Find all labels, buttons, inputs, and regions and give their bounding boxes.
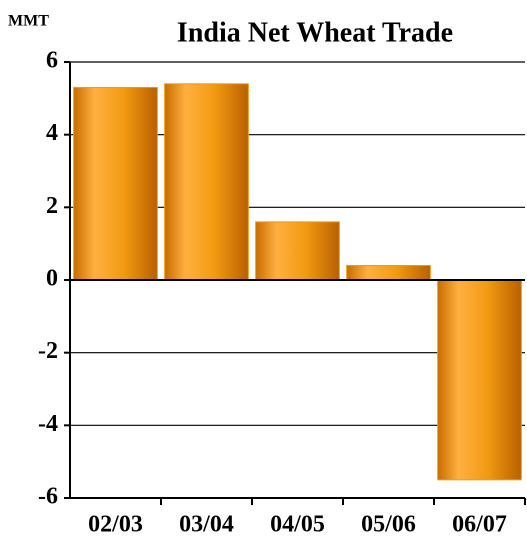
y-tick-label: 0: [46, 266, 58, 292]
bar: [346, 264, 431, 281]
y-tick-label: 6: [46, 48, 58, 74]
bar: [164, 83, 249, 281]
y-tick-label: -6: [38, 484, 58, 510]
y-tick-label: -2: [38, 338, 58, 364]
x-tick-label: 03/04: [179, 512, 234, 538]
bar: [255, 221, 340, 281]
x-tick-label: 04/05: [270, 512, 325, 538]
x-tick-label: 05/06: [361, 512, 416, 538]
y-axis-label: MMT: [8, 13, 49, 30]
bar: [437, 279, 522, 481]
x-tick-label: 02/03: [88, 512, 143, 538]
y-tick-label: 4: [46, 120, 58, 146]
bar: [73, 86, 158, 281]
y-tick-label: 2: [46, 193, 58, 219]
chart-title: India Net Wheat Trade: [177, 17, 453, 48]
y-tick-label: -4: [38, 411, 58, 437]
x-tick-label: 06/07: [452, 512, 507, 538]
